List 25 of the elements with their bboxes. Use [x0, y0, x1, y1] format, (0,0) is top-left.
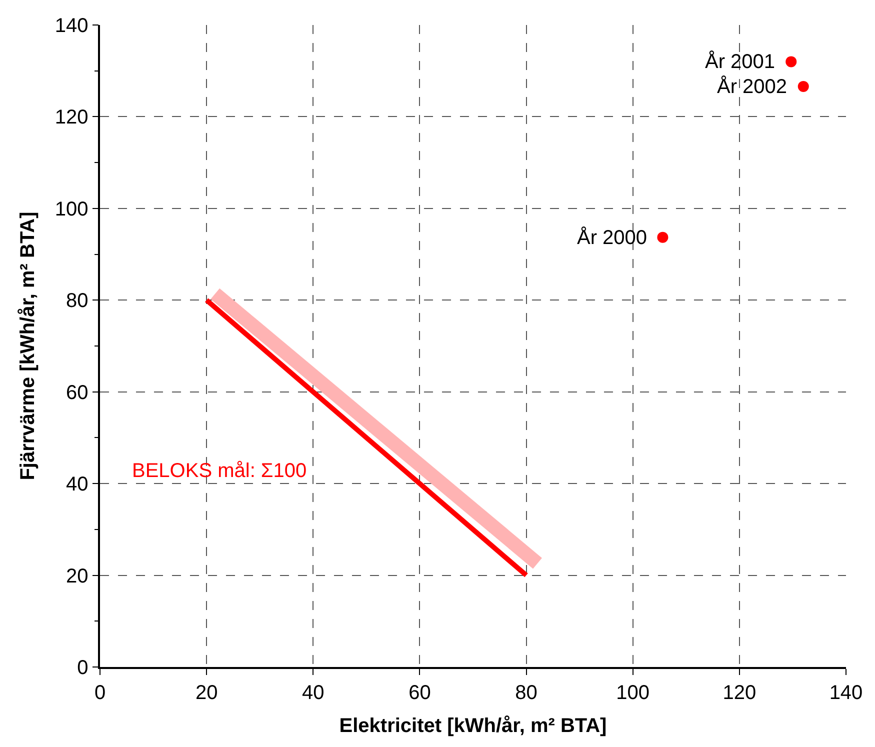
annotation: År 2000 [577, 226, 648, 249]
y-tick-label: 60 [66, 382, 88, 404]
x-tick-label: 0 [94, 682, 106, 704]
y-axis-title: Fjärrvärme [kWh/år, m² BTA] [16, 212, 39, 480]
x-tick-label: 60 [408, 682, 431, 704]
x-tick-label: 140 [829, 682, 863, 704]
y-tick-label: 140 [54, 15, 88, 37]
annotation: År 2001 [705, 50, 776, 73]
y-tick-label: 0 [77, 657, 88, 679]
point [786, 56, 797, 68]
x-tick-label: 120 [722, 682, 756, 704]
y-tick-label: 80 [66, 290, 88, 312]
annotation: BELOKS mål: Σ100 [132, 460, 307, 482]
point [798, 80, 809, 92]
x-tick-label: 100 [616, 682, 650, 704]
y-tick-label: 100 [54, 198, 88, 220]
x-tick-label: 20 [195, 682, 218, 704]
y-tick-label: 120 [54, 106, 88, 129]
annotation: År 2002 [717, 75, 788, 98]
x-tick-label: 40 [302, 682, 324, 704]
point [657, 232, 668, 243]
x-tick-label: 80 [515, 682, 538, 704]
y-tick-label: 20 [66, 565, 88, 588]
y-tick-label: 40 [66, 474, 88, 496]
x-axis-title: Elektricitet [kWh/år, m² BTA] [339, 714, 607, 737]
